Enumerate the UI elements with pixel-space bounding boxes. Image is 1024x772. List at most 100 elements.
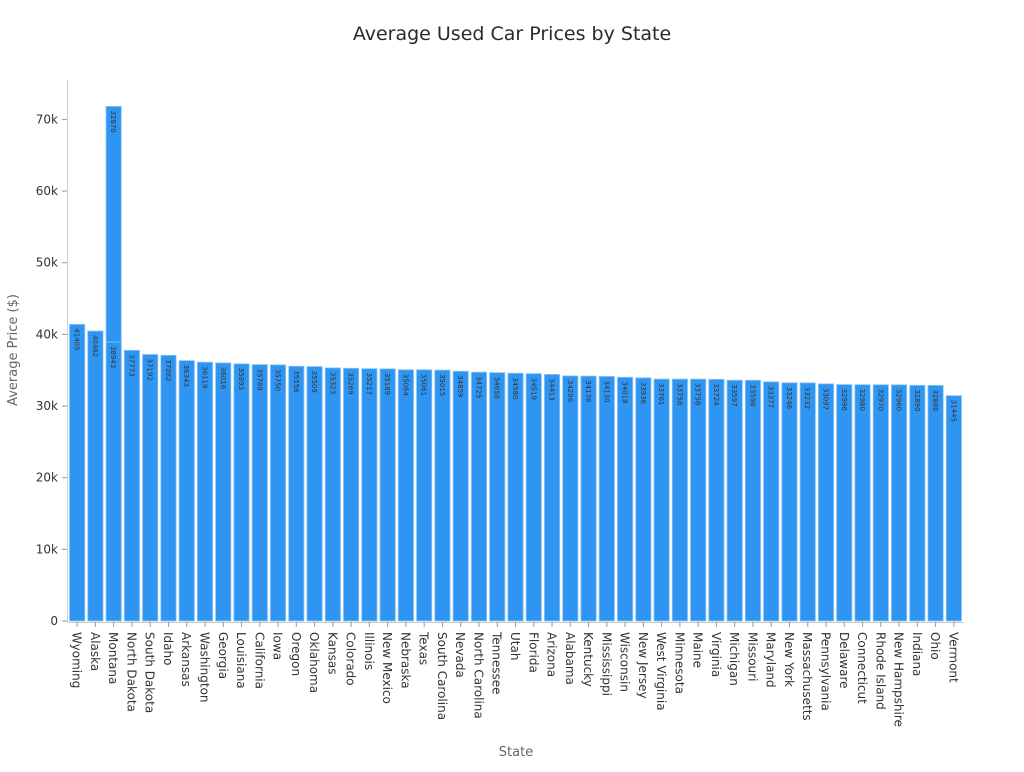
bar-north-dakota[interactable]: [123, 349, 140, 622]
bar-wisconsin[interactable]: [617, 376, 634, 622]
bar-value-label: 35323: [328, 372, 336, 394]
bar-south-carolina[interactable]: [434, 369, 451, 622]
x-tick-label: Maryland: [764, 632, 778, 688]
bar-kansas[interactable]: [324, 367, 341, 622]
bar-tennessee[interactable]: [489, 372, 506, 622]
bar-missouri[interactable]: [744, 379, 761, 622]
bar-value-label: 33761: [657, 383, 665, 405]
chart-title: Average Used Car Prices by State: [353, 23, 671, 45]
x-tick-label: Washington: [197, 632, 211, 703]
bar-new-mexico[interactable]: [379, 368, 396, 622]
bar-value-label: 32890: [913, 389, 921, 411]
bar-idaho[interactable]: [160, 354, 177, 622]
bar-value-label: 32960: [895, 389, 903, 411]
bar-value-label: 38943: [109, 346, 117, 368]
x-tick-label: Arkansas: [179, 632, 193, 687]
bar-new-jersey[interactable]: [635, 377, 652, 622]
x-tick-label: Louisiana: [234, 632, 248, 689]
bar-oregon[interactable]: [288, 365, 305, 622]
bar-montana[interactable]: [105, 106, 122, 343]
bar-value-label: 36119: [200, 366, 208, 388]
x-tick-label: Kansas: [325, 632, 339, 674]
bar-indiana[interactable]: [909, 384, 926, 622]
bar-texas[interactable]: [416, 369, 433, 622]
bar-mississippi[interactable]: [598, 376, 615, 622]
bar-value-label: 33596: [748, 384, 756, 407]
x-tick-label: New York: [782, 632, 796, 687]
bar-michigan[interactable]: [726, 379, 743, 622]
bar-value-label: 35015: [438, 374, 446, 396]
bar-new-hampshire[interactable]: [891, 384, 908, 622]
x-tick-label: Minnesota: [672, 632, 686, 694]
x-tick-label: Illinois: [362, 632, 376, 670]
bar-value-label: 35217: [365, 373, 373, 395]
bar-connecticut[interactable]: [854, 384, 871, 622]
x-tick-label: Connecticut: [855, 632, 869, 704]
bar-value-label: 35750: [274, 369, 282, 391]
bar-iowa[interactable]: [270, 364, 287, 622]
bar-minnesota[interactable]: [671, 378, 688, 622]
bar-virginia[interactable]: [708, 378, 725, 622]
x-tick-label: Maine: [691, 632, 705, 668]
bar-alaska[interactable]: [87, 330, 104, 622]
x-tick-label: Iowa: [271, 632, 285, 660]
x-axis-label: State: [499, 745, 533, 760]
x-tick-label: Nevada: [453, 632, 467, 678]
bar-value-label: 34859: [456, 375, 464, 397]
bar-louisiana[interactable]: [233, 363, 250, 622]
bar-ohio[interactable]: [927, 384, 944, 622]
bar-wyoming[interactable]: [69, 323, 86, 622]
bar-pennsylvania[interactable]: [817, 383, 835, 622]
bar-florida[interactable]: [525, 373, 542, 622]
bar-oklahoma[interactable]: [306, 366, 323, 622]
x-tick-label: Arizona: [545, 632, 559, 677]
bar-utah[interactable]: [507, 372, 524, 622]
x-tick-label: Montana: [106, 632, 120, 684]
bar-rhode-island[interactable]: [872, 384, 889, 622]
y-tick-label: 30k: [36, 399, 58, 413]
bar-georgia[interactable]: [215, 362, 232, 622]
bar-montana[interactable]: [105, 341, 122, 622]
x-tick-label: Oklahoma: [307, 632, 321, 693]
x-tick-label: Vermont: [946, 632, 960, 683]
bar-nebraska[interactable]: [397, 369, 414, 622]
bar-arizona[interactable]: [543, 374, 561, 622]
bar-washington[interactable]: [196, 361, 214, 622]
bar-new-york[interactable]: [781, 382, 798, 622]
x-tick-label: Utah: [508, 632, 522, 660]
x-tick-label: Nebraska: [398, 632, 412, 689]
x-tick-label: Missouri: [745, 632, 759, 681]
bar-arkansas[interactable]: [178, 360, 195, 622]
bar-value-label: 32980: [858, 389, 866, 411]
bar-kentucky[interactable]: [580, 375, 597, 622]
bar-nevada[interactable]: [452, 370, 469, 622]
bar-value-label: 35189: [383, 373, 391, 395]
bar-north-carolina[interactable]: [470, 371, 488, 622]
x-tick-label: Delaware: [837, 632, 851, 689]
bar-massachusetts[interactable]: [799, 382, 816, 622]
bar-value-label: 34413: [548, 378, 556, 400]
x-tick-label: Michigan: [727, 632, 741, 686]
bar-alabama[interactable]: [562, 375, 579, 622]
bar-value-label: 32970: [876, 389, 884, 411]
bar-vermont[interactable]: [945, 395, 962, 622]
bar-value-label: 33377: [767, 386, 775, 408]
y-tick-label: 50k: [36, 256, 58, 270]
bar-west-virginia[interactable]: [653, 378, 670, 622]
bar-value-label: 37082: [164, 359, 172, 381]
bar-value-label: 33597: [730, 384, 738, 406]
bar-value-label: 41405: [73, 328, 81, 350]
bar-south-dakota[interactable]: [142, 354, 159, 622]
bar-value-label: 35064: [401, 374, 409, 397]
bar-value-label: 34130: [602, 380, 610, 402]
x-tick-label: North Carolina: [471, 632, 485, 719]
bar-delaware[interactable]: [836, 384, 853, 622]
bar-maine[interactable]: [690, 378, 707, 622]
bar-colorado[interactable]: [343, 367, 360, 622]
bar-california[interactable]: [251, 364, 268, 622]
bar-value-label: 37192: [146, 358, 154, 380]
bar-maryland[interactable]: [763, 381, 780, 622]
x-tick-label: New Jersey: [636, 632, 650, 699]
x-tick-label: Texas: [417, 631, 431, 665]
bar-illinois[interactable]: [361, 368, 378, 622]
